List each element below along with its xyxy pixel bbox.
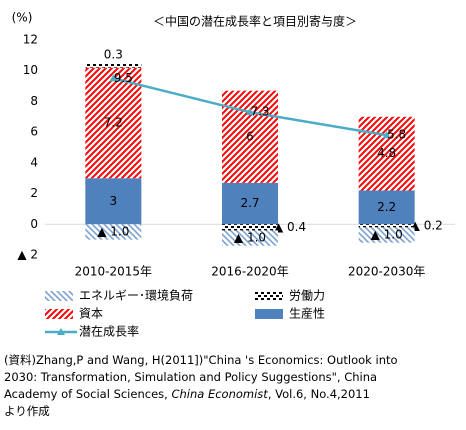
note-line: Academy of Social Sciences, China Econom… (4, 387, 370, 401)
y-tick-label: 12 (23, 33, 38, 47)
legend-label: 潜在成長率 (79, 324, 139, 339)
bar-segment (358, 227, 415, 243)
data-label: 2.2 (377, 200, 396, 214)
y-tick-label: 8 (30, 94, 38, 108)
bar-segment (358, 190, 415, 225)
data-label: 7.3 (250, 105, 269, 119)
y-axis-label: (%) (12, 11, 33, 25)
data-label: 9.5 (114, 71, 133, 85)
note-text: (資料)Zhang,P and Wang, H(2011])"China 's … (4, 353, 398, 367)
data-label: 0.3 (104, 48, 123, 62)
bar-segment (85, 178, 142, 225)
legend-swatch (45, 291, 73, 301)
legend-swatch (45, 309, 73, 319)
legend-swatch (57, 328, 65, 335)
bar-segment (85, 63, 142, 68)
bar-segment (358, 224, 415, 228)
data-label: ▲ 0.2 (411, 218, 443, 232)
legend-swatch (255, 291, 283, 301)
legend-swatch (255, 309, 283, 319)
y-tick-label: ▲ 2 (17, 248, 38, 262)
data-label: ▲ 1.0 (97, 224, 129, 238)
data-label: 7.2 (104, 115, 123, 129)
y-tick-label: 0 (30, 217, 38, 231)
y-tick-label: 2 (30, 186, 38, 200)
legend-label: 資本 (79, 307, 103, 321)
note-text: Academy of Social Sciences, (4, 387, 171, 401)
legend-label: 生産性 (289, 306, 325, 321)
bar-segment (85, 224, 142, 240)
data-label: 6 (246, 129, 254, 143)
bar-segment (222, 182, 278, 225)
data-label: ▲ 0.4 (274, 220, 306, 234)
note-line: (資料)Zhang,P and Wang, H(2011])"China 's … (4, 353, 398, 367)
y-tick-label: 10 (23, 63, 38, 77)
data-label: ▲ 1.0 (371, 228, 403, 242)
legend-label: エネルギー･環境負荷 (79, 288, 193, 303)
data-label: 5.8 (387, 128, 406, 142)
note-text: 2030: Transformation, Simulation and Pol… (4, 370, 377, 384)
x-tick-label: 2020-2030年 (348, 265, 425, 279)
note-line: より作成 (4, 404, 50, 418)
chart-title: ＜中国の潜在成長率と項目別寄与度＞ (153, 14, 357, 29)
bar-segment (85, 67, 142, 179)
note-text: China Economist (171, 387, 268, 401)
bar-segment (222, 230, 278, 246)
bar-segment (222, 90, 278, 183)
legend-label: 労働力 (289, 289, 325, 303)
y-tick-label: 4 (30, 155, 38, 169)
line-marker (382, 131, 391, 139)
data-label: 4.8 (377, 146, 396, 160)
data-label: 2.7 (240, 196, 259, 210)
data-label: 3 (110, 194, 118, 208)
bar-segment (222, 224, 278, 231)
line-marker (246, 108, 254, 116)
note-line: 2030: Transformation, Simulation and Pol… (4, 370, 377, 384)
x-tick-label: 2016-2020年 (211, 265, 288, 279)
bar-segment (358, 116, 415, 191)
line-marker (109, 74, 118, 82)
y-tick-label: 6 (30, 125, 38, 139)
x-tick-label: 2010-2015年 (75, 265, 152, 279)
note-text: , Vol.6, No.4,2011 (268, 387, 370, 401)
data-label: ▲ 1.0 (234, 231, 266, 245)
note-text: より作成 (4, 404, 50, 418)
